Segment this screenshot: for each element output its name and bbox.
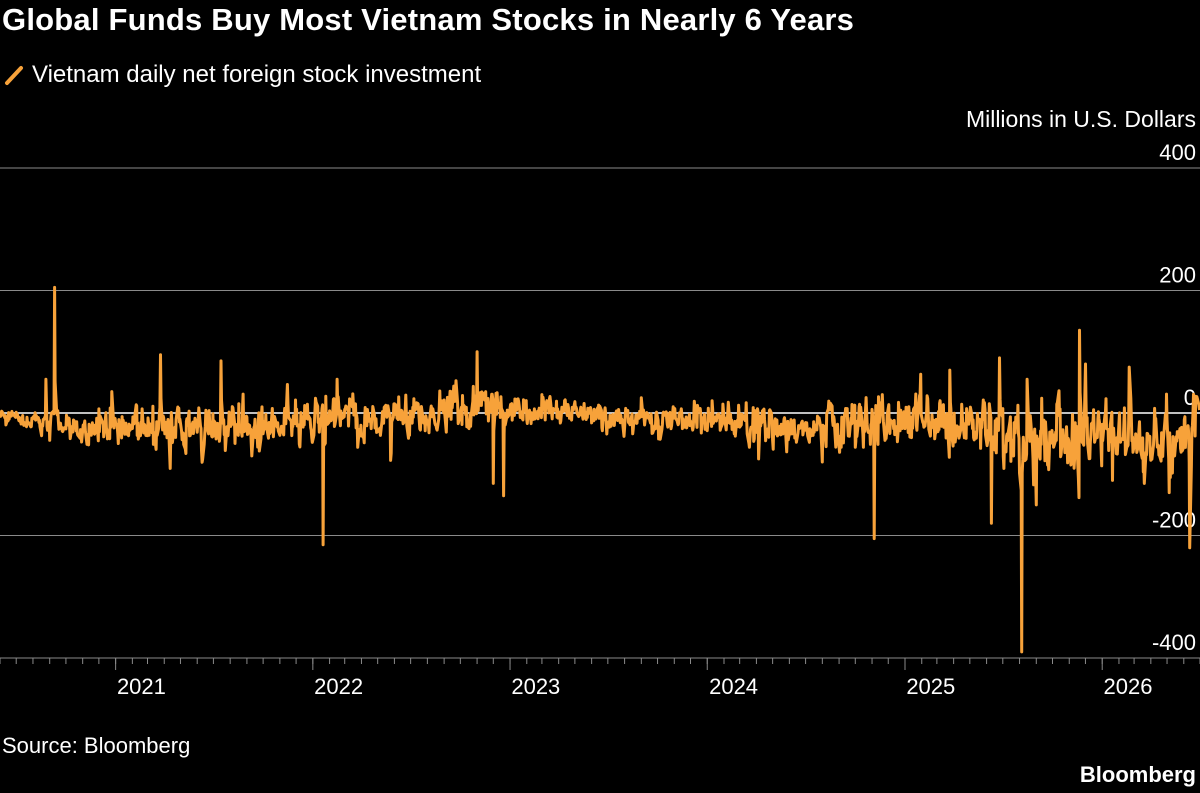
x-tick-label: 2023 <box>511 674 560 699</box>
brand-logo: Bloomberg <box>1079 762 1196 787</box>
y-tick-label: 400 <box>1159 140 1196 165</box>
x-tick-label: 2021 <box>117 674 166 699</box>
y-tick-label: 200 <box>1159 263 1196 288</box>
x-axis: 2021 2022 2023 2024 2025 2026 <box>0 658 1200 699</box>
x-tick-label: 2025 <box>906 674 955 699</box>
legend-swatch-line <box>5 66 23 85</box>
x-tick-label: 2024 <box>709 674 758 699</box>
legend: Vietnam daily net foreign stock investme… <box>2 60 481 90</box>
legend-label: Vietnam daily net foreign stock investme… <box>32 61 482 88</box>
source-note: Source: Bloomberg <box>2 733 191 758</box>
legend-swatch <box>5 66 23 85</box>
chart-title: Global Funds Buy Most Vietnam Stocks in … <box>2 2 855 37</box>
units-label: Millions in U.S. Dollars <box>965 106 1196 132</box>
series-line <box>0 285 1200 654</box>
x-tick-label: 2022 <box>314 674 363 699</box>
x-tick-label: 2026 <box>1104 674 1153 699</box>
y-tick-label: -400 <box>1152 630 1196 655</box>
